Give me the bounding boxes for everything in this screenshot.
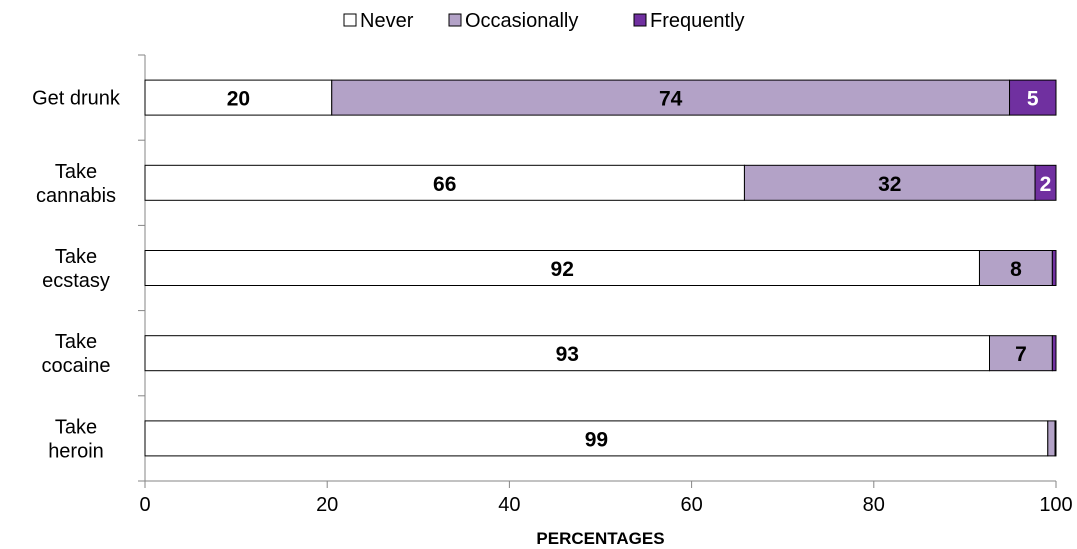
bar-segment-never: [144, 164, 745, 201]
bar-segment-never: [144, 335, 990, 372]
bar-segment-occasionally: [743, 164, 1036, 201]
bar-segment-frequently: [1034, 164, 1057, 201]
legend-item-frequently: Frequently: [633, 10, 745, 32]
category-label-line: ecstasy: [42, 270, 110, 292]
bar-segment-frequently: [1051, 250, 1057, 286]
category-label-line: Take: [55, 246, 97, 268]
legend-label-never: Never: [360, 10, 414, 32]
legend-label-frequently: Frequently: [650, 10, 745, 32]
legend-swatch-never: [343, 13, 357, 27]
bar-row: 92 8: [144, 250, 1057, 286]
category-label-line: cannabis: [36, 185, 116, 207]
bar-row: 66 32 2: [144, 164, 1057, 201]
category-label: Take cannabis: [36, 161, 116, 207]
data-label-frequently: 5: [1027, 88, 1039, 111]
legend: Never Occasionally Frequently: [343, 10, 745, 32]
category-label-line: heroin: [48, 440, 104, 462]
category-label: Get drunk: [32, 88, 121, 110]
category-label-line: Get drunk: [32, 88, 121, 110]
legend-swatch-occasionally: [448, 13, 462, 27]
data-label-never: 66: [433, 173, 456, 196]
category-label-line: Take: [55, 416, 97, 438]
bar-segment-never: [144, 250, 980, 286]
x-tick-label: 60: [680, 494, 702, 516]
bar-segment-frequently: [1051, 335, 1057, 372]
data-label-never: 20: [227, 88, 250, 111]
x-axis: 0 20 40 60 80 100: [139, 480, 1073, 516]
x-tick-label: 80: [863, 494, 885, 516]
bar-row: 99: [144, 420, 1057, 457]
data-label-never: 92: [551, 258, 574, 281]
category-label-line: Take: [55, 331, 97, 353]
category-label-line: Take: [55, 161, 97, 183]
data-label-never: 99: [585, 428, 608, 451]
bar-segment-occasionally: [331, 79, 1011, 116]
category-label: Take heroin: [48, 416, 104, 462]
bar-segment-never: [144, 420, 1049, 457]
bar-row: 93 7: [144, 335, 1057, 372]
data-label-occasionally: 7: [1015, 343, 1027, 366]
bar-row: 20 74 5: [144, 79, 1057, 116]
category-label: Take ecstasy: [42, 246, 110, 292]
x-axis-title: PERCENTAGES: [536, 529, 664, 548]
x-tick-label: 100: [1039, 494, 1072, 516]
x-tick-label: 40: [498, 494, 520, 516]
legend-item-never: Never: [343, 10, 414, 32]
bars: 20 74 5 66 32 2 92 8 93 7 99: [144, 79, 1057, 457]
bar-segment-frequently: [1054, 420, 1057, 457]
data-label-occasionally: 8: [1010, 258, 1022, 281]
category-label: Take cocaine: [42, 331, 111, 377]
bar-segment-occasionally: [978, 250, 1053, 286]
bar-segment-occasionally: [988, 335, 1053, 372]
legend-label-occasionally: Occasionally: [465, 10, 578, 32]
legend-swatch-frequently: [633, 13, 647, 27]
data-label-frequently: 2: [1040, 173, 1052, 196]
data-label-never: 93: [556, 343, 579, 366]
x-tick-label: 0: [139, 494, 150, 516]
x-tick-label: 20: [316, 494, 338, 516]
bar-segment-occasionally: [1047, 420, 1056, 457]
bar-segment-never: [144, 79, 333, 116]
data-label-occasionally: 74: [659, 88, 683, 111]
legend-item-occasionally: Occasionally: [448, 10, 578, 32]
bar-segment-frequently: [1009, 79, 1057, 116]
category-label-line: cocaine: [42, 355, 111, 377]
data-label-occasionally: 32: [878, 173, 901, 196]
